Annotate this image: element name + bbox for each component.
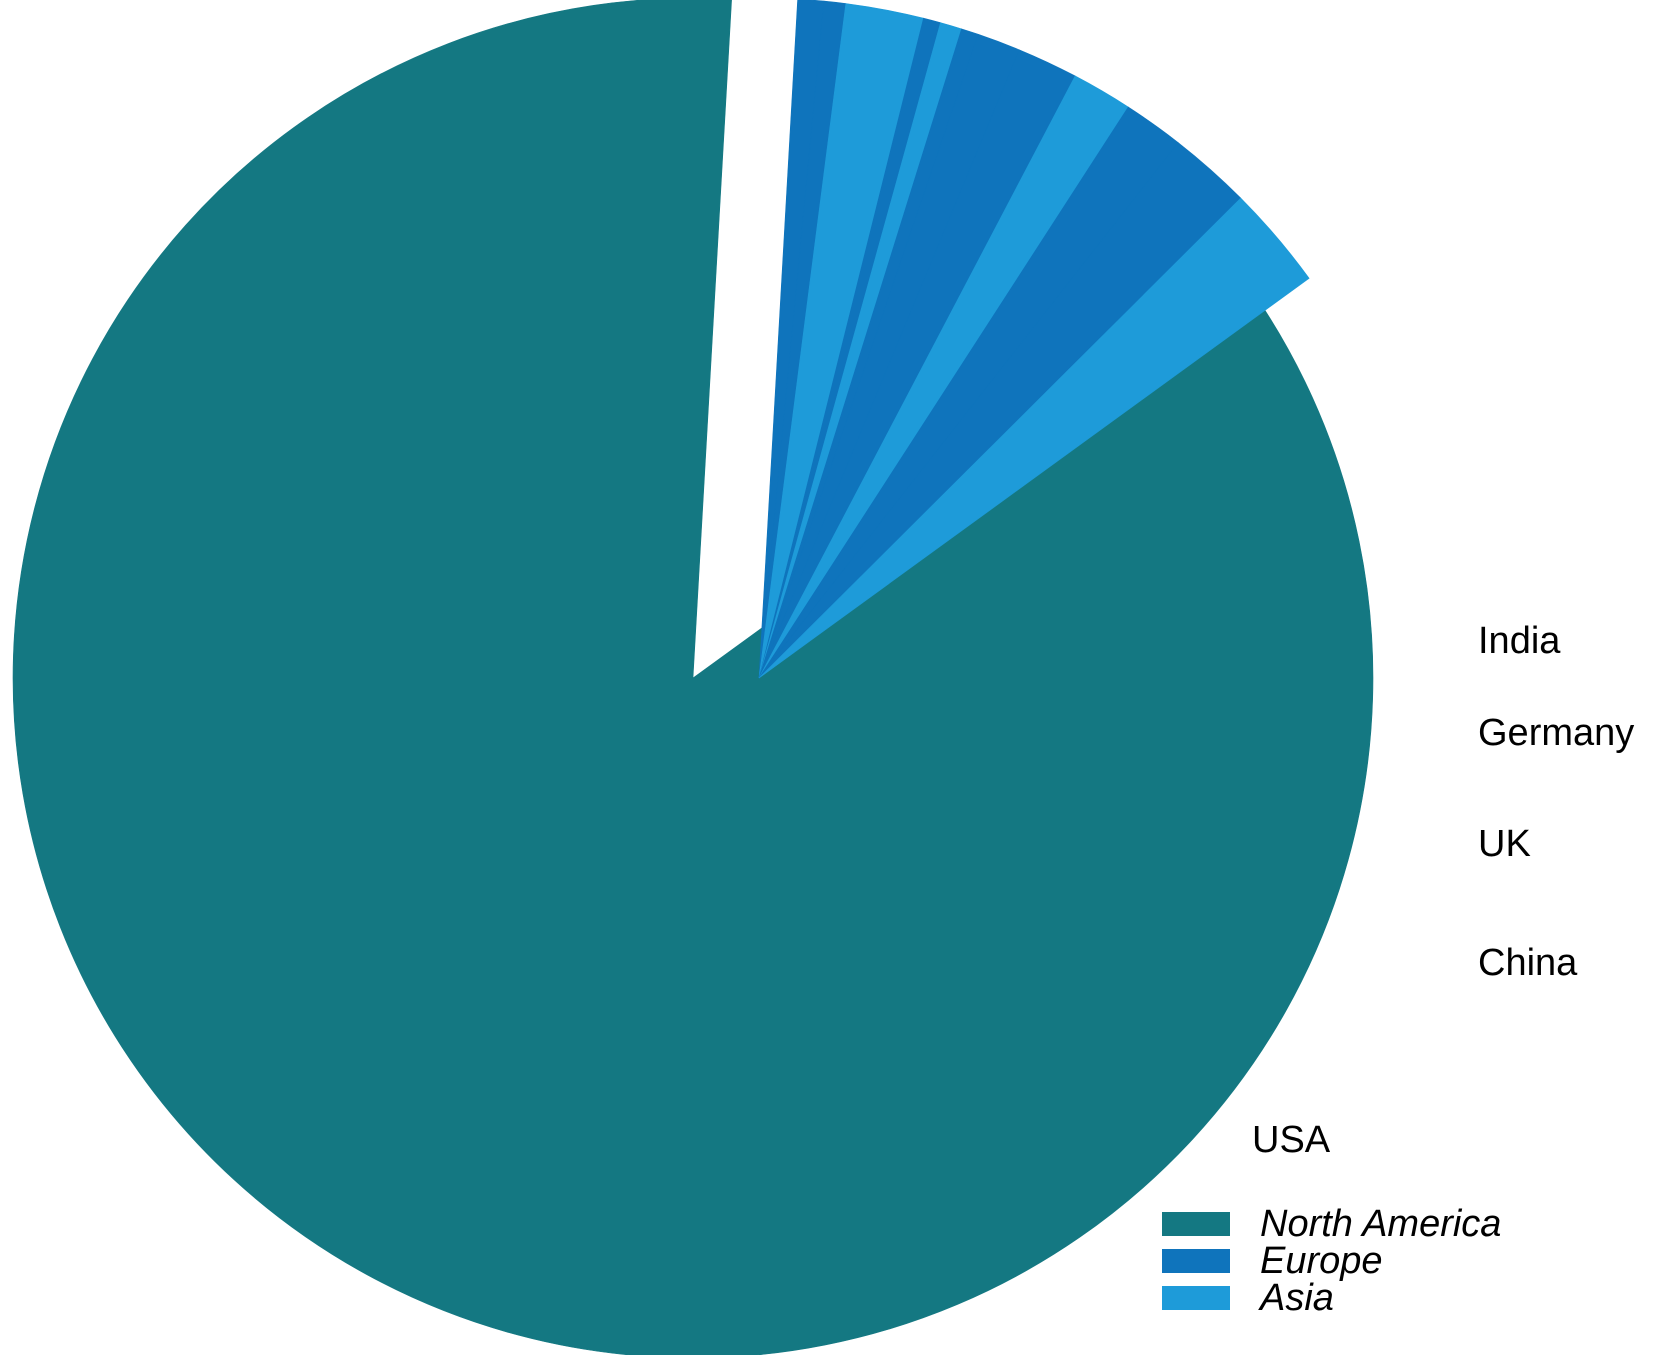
slice-label-germany: Germany: [1478, 712, 1634, 754]
legend-swatch-north-america: [1162, 1212, 1230, 1236]
legend-label-europe: Europe: [1260, 1240, 1383, 1282]
pie-slice-china: [758, 197, 1310, 679]
legend-label-north-america: North America: [1260, 1203, 1501, 1245]
legend-swatch-asia: [1162, 1286, 1230, 1310]
pie-slices: [12, 0, 1374, 1355]
slice-label-usa: USA: [1252, 1119, 1331, 1161]
slice-labels: USA India Germany UK China: [1252, 620, 1634, 1161]
pie-slice-usa: [12, 0, 1374, 1355]
slice-label-india: India: [1478, 620, 1561, 662]
legend-swatch-europe: [1162, 1249, 1230, 1273]
slice-label-china: China: [1478, 942, 1578, 984]
slice-label-uk: UK: [1478, 823, 1531, 865]
legend-label-asia: Asia: [1258, 1277, 1334, 1319]
